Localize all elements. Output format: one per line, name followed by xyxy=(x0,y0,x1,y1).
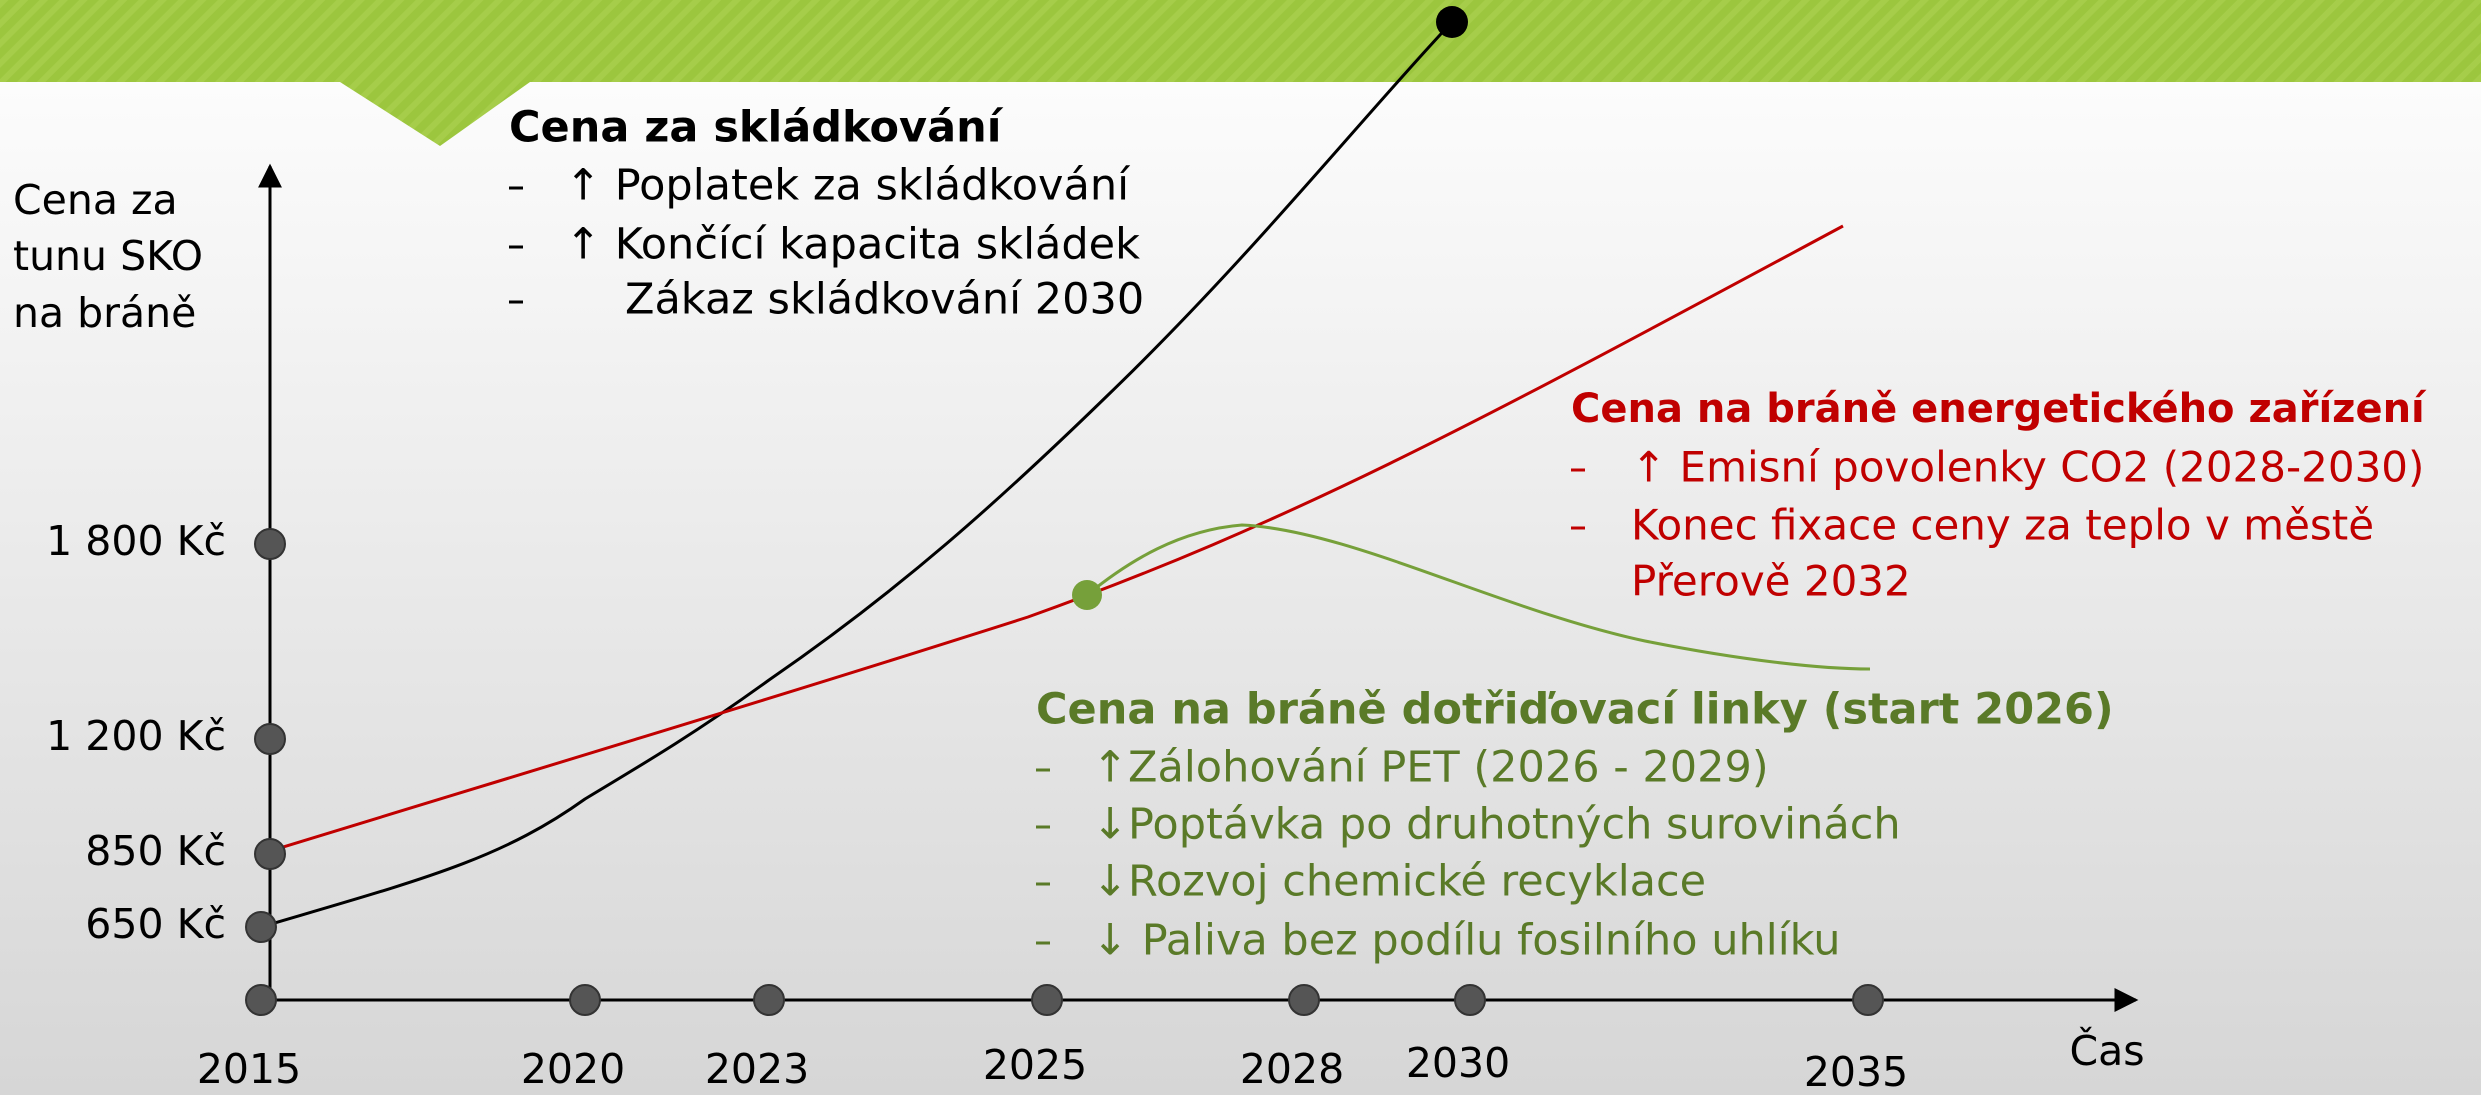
x-tick-label: 2035 xyxy=(1804,1048,1908,1095)
y-tick xyxy=(254,838,286,870)
x-tick-label: 2028 xyxy=(1240,1045,1344,1093)
block-item: ↓ Paliva bez podílu fosilního uhlíku xyxy=(1092,916,1841,966)
block-item: Přerově 2032 xyxy=(1631,557,1911,606)
block-item: ↑ Poplatek za skládkování xyxy=(565,161,1131,211)
curve-start xyxy=(1072,580,1102,610)
block-item: ↓Rozvoj chemické recyklace xyxy=(1092,857,1706,907)
block-item: Zákaz skládkování 2030 xyxy=(625,275,1144,325)
x-tick xyxy=(753,984,785,1016)
y-tick xyxy=(245,911,277,943)
x-tick-label: 2030 xyxy=(1406,1039,1510,1087)
landfill-curve xyxy=(260,20,1454,929)
block-item: ↑ Emisní povolenky CO2 (2028-2030) xyxy=(1631,443,2424,492)
energy-curve xyxy=(269,224,1844,853)
block-title: Cena na bráně dotřiďovací linky (start 2… xyxy=(1036,685,2114,735)
x-tick xyxy=(569,984,601,1016)
y-tick-label: 1 800 Kč xyxy=(46,517,226,565)
block-title: Cena na bráně energetického zařízení xyxy=(1571,386,2427,432)
block-item: ↑ Končící kapacita skládek xyxy=(565,220,1140,270)
y-tick-label: 650 Kč xyxy=(85,900,226,948)
x-tick-label: 2015 xyxy=(197,1045,301,1093)
x-tick xyxy=(1288,984,1320,1016)
x-tick xyxy=(1031,984,1063,1016)
block-item: Konec fixace ceny za teplo v městě xyxy=(1631,501,2374,550)
x-tick xyxy=(1454,984,1486,1016)
x-tick-label: 2025 xyxy=(983,1041,1087,1089)
banner xyxy=(0,0,2481,146)
x-tick-label: 2020 xyxy=(521,1045,625,1093)
x-tick xyxy=(245,984,277,1016)
labels: Cena za tunu SKO na bráně 1 800 Kč 1 200 Kč 8… xyxy=(13,103,2427,1095)
block-title: Cena za skládkování xyxy=(509,103,1004,153)
y-tick-label: 850 Kč xyxy=(85,827,226,875)
x-axis-label: Čas xyxy=(2069,1027,2144,1075)
sorting-curve xyxy=(1086,523,1871,671)
block-item: ↑Zálohování PET (2026 - 2029) xyxy=(1092,743,1769,793)
y-axis-label: na bráně xyxy=(13,289,196,337)
block-item: ↓Poptávka po druhotných surovinách xyxy=(1092,800,1901,850)
x-tick-label: 2023 xyxy=(705,1045,809,1093)
y-axis-label: tunu SKO xyxy=(13,232,203,280)
y-axis-label: Cena za xyxy=(13,176,178,224)
curve-end xyxy=(1436,6,1468,38)
y-tick xyxy=(254,528,286,560)
y-tick xyxy=(254,723,286,755)
x-tick xyxy=(1852,984,1884,1016)
y-tick-label: 1 200 Kč xyxy=(46,712,226,760)
